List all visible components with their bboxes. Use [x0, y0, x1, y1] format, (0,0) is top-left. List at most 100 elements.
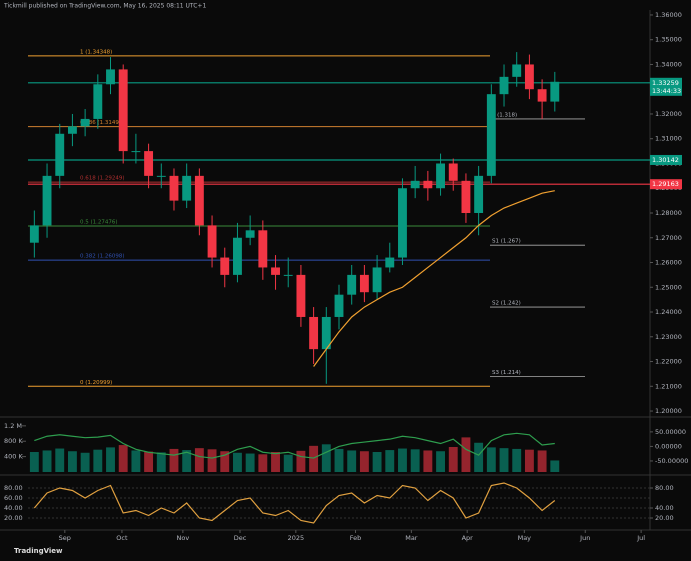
x-tick-label: Jun — [579, 534, 590, 542]
candle-body — [233, 237, 242, 275]
volume-bar — [93, 449, 103, 472]
pivot-label: S3 (1.214) — [492, 370, 521, 376]
y-tick-label: 1.24000 — [655, 308, 682, 316]
osc-tick-label: 20.00 — [4, 514, 23, 522]
countdown: 13:44:33 — [652, 87, 681, 95]
volume-bar — [372, 452, 382, 472]
y-tick-label: 1.27000 — [655, 234, 682, 242]
volume-bar — [423, 450, 433, 472]
volume-tick-label: 400 K — [4, 453, 23, 461]
candle-body — [334, 294, 344, 317]
candle-body — [207, 225, 217, 258]
footer: TradingView — [14, 547, 63, 555]
candle-body — [194, 175, 204, 226]
volume-bar — [359, 451, 369, 472]
candle-body — [537, 89, 547, 102]
volume-bar — [461, 437, 471, 472]
fib-label: 0.5 (1.27476) — [80, 219, 118, 225]
volume-bar — [385, 450, 395, 472]
candle-body — [359, 274, 369, 293]
candle-body — [410, 180, 420, 189]
volume-bar — [436, 451, 445, 472]
candle-body — [55, 133, 65, 176]
fib-label: 0.382 (1.26098) — [80, 254, 125, 260]
moving-average — [313, 190, 555, 367]
candle-body — [524, 64, 534, 90]
volume-bar — [169, 448, 179, 472]
candle-body — [398, 188, 407, 258]
y-tick-label: 1.28000 — [655, 209, 682, 217]
volume-bar — [258, 454, 268, 472]
candle-body — [144, 151, 154, 176]
volume-oscillator — [34, 432, 555, 459]
candle-body — [347, 274, 357, 295]
volume-y2-tick-label: 0.00000 — [655, 442, 682, 450]
y-tick-label: 1.36000 — [655, 11, 682, 19]
candle-body — [42, 175, 52, 226]
candle-body — [80, 118, 90, 127]
volume-bar — [334, 448, 344, 472]
y-tick-label: 1.34000 — [655, 60, 682, 68]
pivot-label: S2 (1.242) — [492, 301, 521, 307]
candle-body — [385, 257, 395, 268]
x-tick-label: 2025 — [288, 534, 305, 542]
volume-bar — [144, 451, 154, 472]
fib-label: 0.618 (1.29249) — [80, 176, 125, 182]
volume-y2-tick-label: -50.00000 — [655, 457, 688, 465]
y-tick-label: 1.32000 — [655, 110, 682, 118]
y-tick-label: 1.23000 — [655, 333, 682, 341]
candle-body — [258, 230, 268, 268]
candle-body — [512, 64, 522, 77]
candle-body — [436, 163, 445, 189]
osc-y2-tick-label: 40.00 — [655, 504, 674, 512]
candle-body — [220, 257, 230, 275]
price-tag — [650, 154, 682, 165]
volume-bar — [537, 450, 547, 472]
y-tick-label: 1.20000 — [655, 407, 682, 415]
osc-tick-label: 60.00 — [4, 494, 23, 502]
x-tick-label: Jul — [636, 534, 645, 542]
volume-bar — [474, 442, 484, 472]
volume-bar — [182, 450, 192, 472]
x-tick-label: Oct — [116, 534, 128, 542]
volume-bar — [29, 452, 39, 472]
x-tick-label: Feb — [350, 534, 362, 542]
y-tick-label: 1.26000 — [655, 259, 682, 267]
volume-tick-label: 1.2 M — [4, 422, 22, 430]
osc-y2-tick-label: 80.00 — [655, 484, 674, 492]
candle-body — [486, 94, 496, 176]
candle-body — [296, 274, 306, 317]
price-tag-label: 1.30142 — [652, 156, 679, 164]
header: Tickmill published on TradingView.com, M… — [3, 3, 206, 10]
candle-body — [283, 274, 293, 276]
volume-bar — [80, 452, 90, 472]
volume-bar — [309, 445, 319, 472]
candle-body — [156, 175, 166, 177]
volume-bar — [106, 447, 115, 472]
candle-body — [321, 316, 331, 350]
volume-bar — [118, 445, 128, 472]
volume-bar — [233, 452, 242, 472]
candle-body — [309, 316, 319, 350]
x-tick-label: Nov — [177, 534, 190, 542]
volume-bar — [42, 450, 52, 472]
volume-bar — [67, 451, 77, 472]
oscillator-line — [33, 482, 556, 524]
candle-body — [474, 175, 484, 213]
candle-body — [461, 180, 471, 213]
volume-bar — [410, 449, 420, 472]
volume-bar — [156, 452, 166, 472]
candle-body — [245, 230, 255, 238]
candle-body — [550, 81, 560, 102]
x-tick-label: May — [518, 534, 532, 542]
fib-label: 0 (1.20999) — [80, 380, 112, 386]
volume-bar — [194, 448, 204, 472]
volume-tick-label: 800 K — [4, 437, 23, 445]
candle-body — [169, 175, 179, 201]
candle-body — [93, 84, 103, 119]
price-tag — [650, 179, 682, 190]
volume-bar — [524, 449, 534, 472]
volume-bar — [486, 447, 496, 472]
volume-bar — [283, 454, 293, 472]
